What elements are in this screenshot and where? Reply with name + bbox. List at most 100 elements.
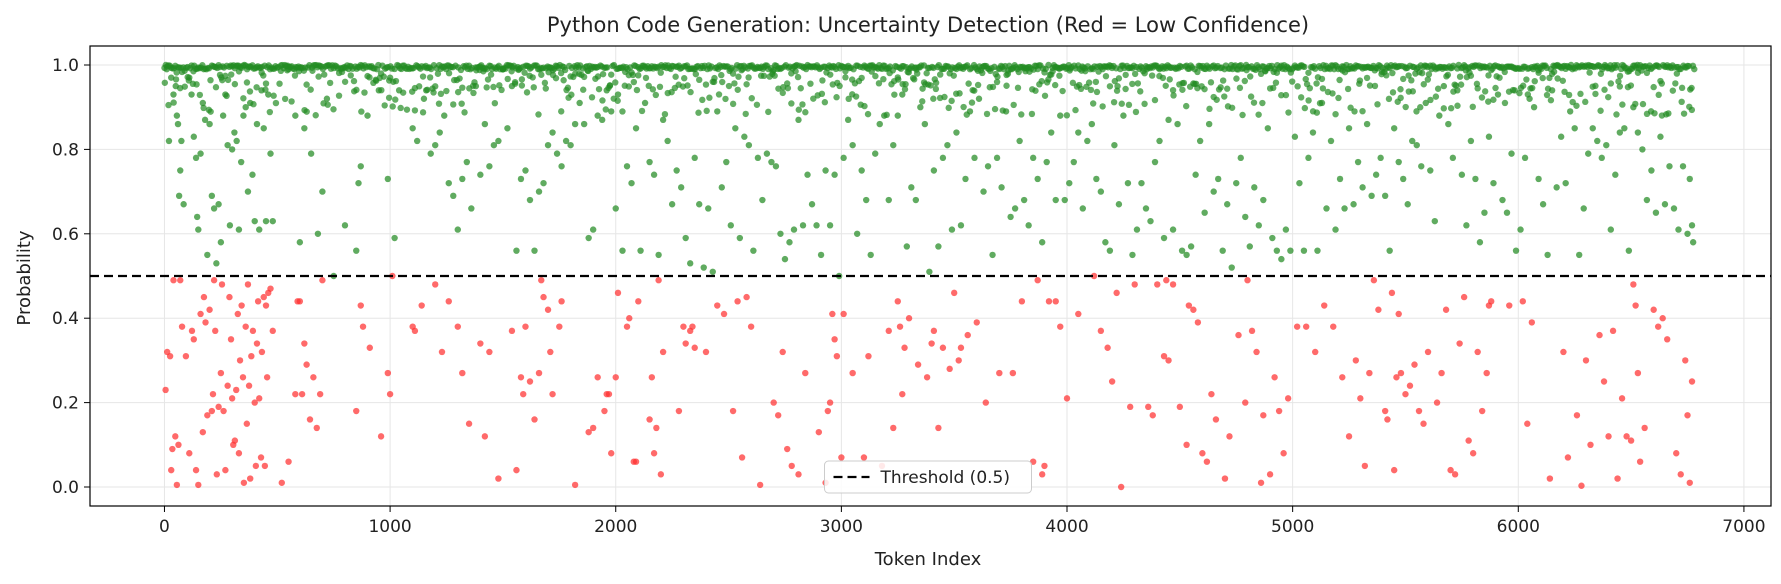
data-point-low [1345,433,1353,440]
data-point-high [1118,100,1125,107]
data-point-high [908,184,915,191]
data-point-high [623,163,631,170]
data-point-high [210,205,218,212]
data-point-high [1621,125,1628,132]
legend-box [824,460,1032,494]
data-point-high [1045,76,1052,83]
data-point-high [508,68,515,75]
data-point-high [1151,158,1159,166]
data-point-high [630,78,638,86]
data-point-low [1018,298,1026,305]
data-point-low [192,466,200,474]
data-point-high [1255,222,1263,229]
data-point-high [1643,196,1651,204]
data-point-high [1285,109,1292,116]
data-point-high [1473,80,1481,88]
data-point-low [1253,348,1260,356]
data-point-high [511,78,519,86]
x-axis: 0 1000 2000 3000 4000 5000 6000 7000 [159,506,1766,537]
data-point-low [384,369,392,377]
data-point-high [181,67,188,74]
data-point-high [867,251,874,259]
data-point-high [223,92,230,100]
data-point-low [1149,412,1156,419]
data-point-high [250,101,257,108]
y-tick-label: 0.8 [52,140,79,160]
data-point-high [277,67,285,75]
data-point-high [172,76,180,83]
data-point-high [1036,81,1043,88]
data-point-high [1251,184,1258,191]
legend: Threshold (0.5) [824,460,1032,494]
data-point-high [1206,105,1213,113]
data-point-high [1205,120,1213,128]
data-point-high [614,97,621,104]
data-point-low [795,471,802,478]
data-point-low [1242,399,1249,406]
data-point-high [1666,163,1673,170]
data-point-low [1636,458,1644,465]
data-point-high [244,188,252,195]
data-point-high [584,67,591,74]
data-point-low [1582,357,1590,364]
data-point-high [1041,92,1049,99]
data-point-high [1219,77,1227,84]
data-point-high [1122,71,1129,79]
data-point-high [1124,179,1132,187]
data-point-high [1577,90,1584,98]
data-point-high [1233,75,1240,82]
data-point-high [419,109,427,116]
data-point-high [621,68,629,76]
data-point-low [411,327,419,335]
data-point-high [1297,94,1305,101]
data-point-high [262,80,270,87]
data-point-high [891,91,898,98]
data-point-high [790,226,798,233]
data-point-high [1424,76,1432,83]
data-point-high [380,73,387,80]
data-point-high [1075,81,1083,89]
data-point-high [1485,72,1492,79]
data-point-high [1106,247,1114,254]
data-point-low [313,424,320,432]
data-point-high [991,105,999,113]
data-point-high [719,78,726,86]
data-point-high [1111,141,1118,149]
data-point-high [657,69,664,76]
data-point-high [1243,66,1250,74]
data-point-low [204,412,211,419]
data-point-high [963,111,970,118]
data-point-high [1530,103,1538,111]
data-point-low [208,407,216,415]
data-point-high [736,234,744,242]
data-point-low [432,281,439,288]
data-point-high [1084,137,1091,145]
data-point-high [1066,67,1073,74]
data-point-high [246,88,254,95]
data-point-high [1603,141,1610,149]
data-point-high [1639,146,1646,153]
data-point-low [558,298,565,305]
y-tick-label: 0.0 [52,478,79,498]
data-point-high [975,95,983,102]
data-point-high [1652,209,1660,216]
data-point-low [1097,327,1105,335]
data-point-high [515,66,522,74]
data-point-high [193,213,201,221]
data-point-high [454,88,462,96]
data-point-high [799,101,806,108]
data-point-high [228,71,235,78]
data-point-high [960,103,967,111]
data-point-high [1148,72,1156,79]
data-point-high [1335,94,1342,102]
data-point-high [251,217,258,225]
data-point-low [556,323,563,330]
data-point-low [680,323,687,330]
data-point-high [1420,81,1427,88]
data-point-low [170,277,177,284]
data-point-high [1648,167,1655,174]
data-point-high [219,76,226,84]
data-point-high [1463,222,1470,229]
data-point-high [763,150,771,157]
data-point-low [316,390,324,398]
